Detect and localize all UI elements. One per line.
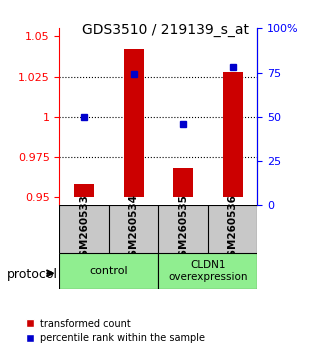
- Bar: [124, 49, 144, 197]
- Text: GSM260534: GSM260534: [129, 194, 139, 264]
- Text: GDS3510 / 219139_s_at: GDS3510 / 219139_s_at: [82, 23, 248, 37]
- Text: control: control: [89, 266, 128, 276]
- Bar: [223, 72, 243, 197]
- Legend: transformed count, percentile rank within the sample: transformed count, percentile rank withi…: [21, 315, 209, 347]
- Text: GSM260536: GSM260536: [228, 194, 238, 264]
- Text: GSM260535: GSM260535: [178, 194, 188, 264]
- Bar: [59, 253, 158, 289]
- Bar: [74, 184, 94, 197]
- Text: GSM260533: GSM260533: [79, 194, 89, 264]
- Text: CLDN1
overexpression: CLDN1 overexpression: [168, 260, 248, 282]
- Text: protocol: protocol: [7, 268, 58, 281]
- Bar: [158, 253, 257, 289]
- Bar: [173, 168, 193, 197]
